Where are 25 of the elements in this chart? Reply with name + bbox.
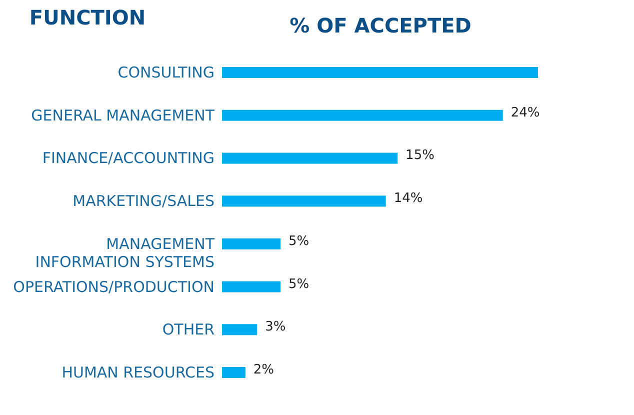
y-tick-label: FINANCE/ACCOUNTING (42, 149, 214, 168)
y-tick-label: GENERAL MANAGEMENT (31, 106, 216, 124)
data-label: 2% (253, 362, 274, 378)
bar (222, 110, 503, 121)
y-tick-label: OTHER (162, 320, 214, 339)
x-axis-title: % OF ACCEPTED (290, 14, 472, 38)
data-label: 14% (394, 191, 423, 206)
y-tick-label: HUMAN RESOURCES (62, 364, 214, 382)
data-label: 5% (288, 276, 310, 292)
bar (222, 367, 246, 378)
y-axis-title: FUNCTION (29, 6, 146, 30)
data-label: 15% (406, 148, 434, 164)
bar (222, 281, 281, 292)
bar (222, 152, 398, 164)
data-label: 5% (288, 234, 310, 249)
y-tick-label: CONSULTING (118, 64, 214, 82)
y-tick-label: MARKETING/SALES (72, 192, 214, 210)
bar (222, 238, 281, 250)
data-label: 3% (265, 320, 286, 335)
bar (222, 196, 386, 207)
y-tick-label: MANAGEMENT INFORMATION SYSTEMS (35, 234, 216, 271)
bar (222, 324, 258, 336)
y-tick-label: OPERATIONS/PRODUCTION (13, 278, 214, 296)
bar (222, 67, 538, 78)
data-label: 24% (510, 105, 540, 120)
